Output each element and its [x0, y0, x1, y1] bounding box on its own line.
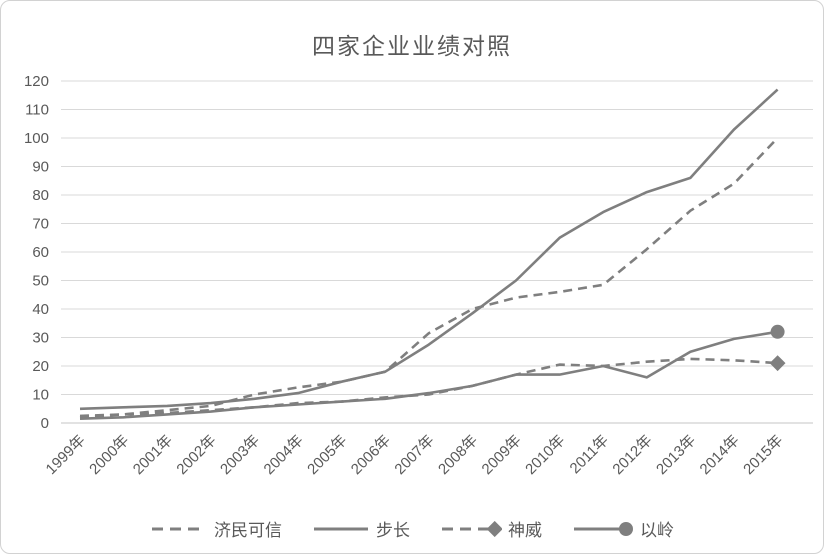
x-tick-label: 2009年 [479, 432, 525, 478]
series-end-circle-marker [770, 324, 785, 339]
legend-label: 神威 [508, 521, 542, 541]
x-tick-label: 2012年 [609, 432, 655, 478]
y-tick-label: 100 [24, 130, 49, 147]
y-tick-label: 70 [32, 216, 49, 233]
y-tick-label: 60 [32, 244, 49, 261]
x-tick-label: 2015年 [740, 432, 786, 478]
dashed-line-sample-icon [152, 527, 206, 530]
series-line-2 [79, 357, 778, 418]
x-tick-label: 2002年 [173, 432, 219, 478]
y-tick-label: 50 [32, 273, 49, 290]
legend-item-jiminkexin: 济民可信 [150, 516, 282, 541]
series-line-1 [79, 88, 779, 411]
y-tick-label: 90 [32, 159, 49, 176]
y-tick-label: 20 [32, 358, 49, 375]
y-tick-label: 120 [24, 73, 49, 90]
y-tick-label: 80 [32, 187, 49, 204]
series-line-0 [79, 137, 779, 419]
y-tick-label: 30 [32, 330, 49, 347]
x-tick-label: 2007年 [391, 432, 437, 478]
dashed-line-diamond-sample-icon [442, 520, 502, 537]
x-tick-label: 1999年 [43, 432, 89, 478]
y-tick-label: 40 [32, 301, 49, 318]
series-line-3 [79, 330, 778, 420]
x-tick-label: 2006年 [348, 432, 394, 478]
y-tick-label: 0 [41, 415, 49, 432]
x-tick-label: 2005年 [304, 432, 350, 478]
solid-line-circle-sample-icon [574, 521, 633, 536]
x-tick-label: 2013年 [653, 432, 699, 478]
x-tick-label: 2001年 [130, 432, 176, 478]
x-tick-label: 2014年 [697, 432, 743, 478]
legend-label: 以岭 [640, 521, 674, 541]
legend-label: 济民可信 [214, 521, 282, 541]
legend-label: 步长 [376, 521, 410, 541]
x-tick-label: 2011年 [567, 432, 612, 477]
solid-line-sample-icon [314, 527, 368, 530]
chart-title: 四家企业业绩对照 [312, 34, 512, 60]
series-end-diamond-marker [769, 355, 786, 372]
x-tick-label: 2000年 [86, 432, 132, 478]
legend: 济民可信 步长 神威 以岭 [1, 516, 823, 541]
x-tick-label: 2010年 [522, 432, 568, 478]
x-tick-label: 2008年 [435, 432, 481, 478]
legend-item-buchang: 步长 [312, 516, 410, 541]
legend-item-shenwei: 神威 [440, 516, 542, 541]
x-tick-label: 2004年 [261, 432, 307, 478]
x-tick-label: 2003年 [217, 432, 263, 478]
legend-item-yiling: 以岭 [572, 516, 674, 541]
y-tick-label: 110 [25, 102, 49, 119]
y-tick-label: 10 [32, 387, 49, 404]
